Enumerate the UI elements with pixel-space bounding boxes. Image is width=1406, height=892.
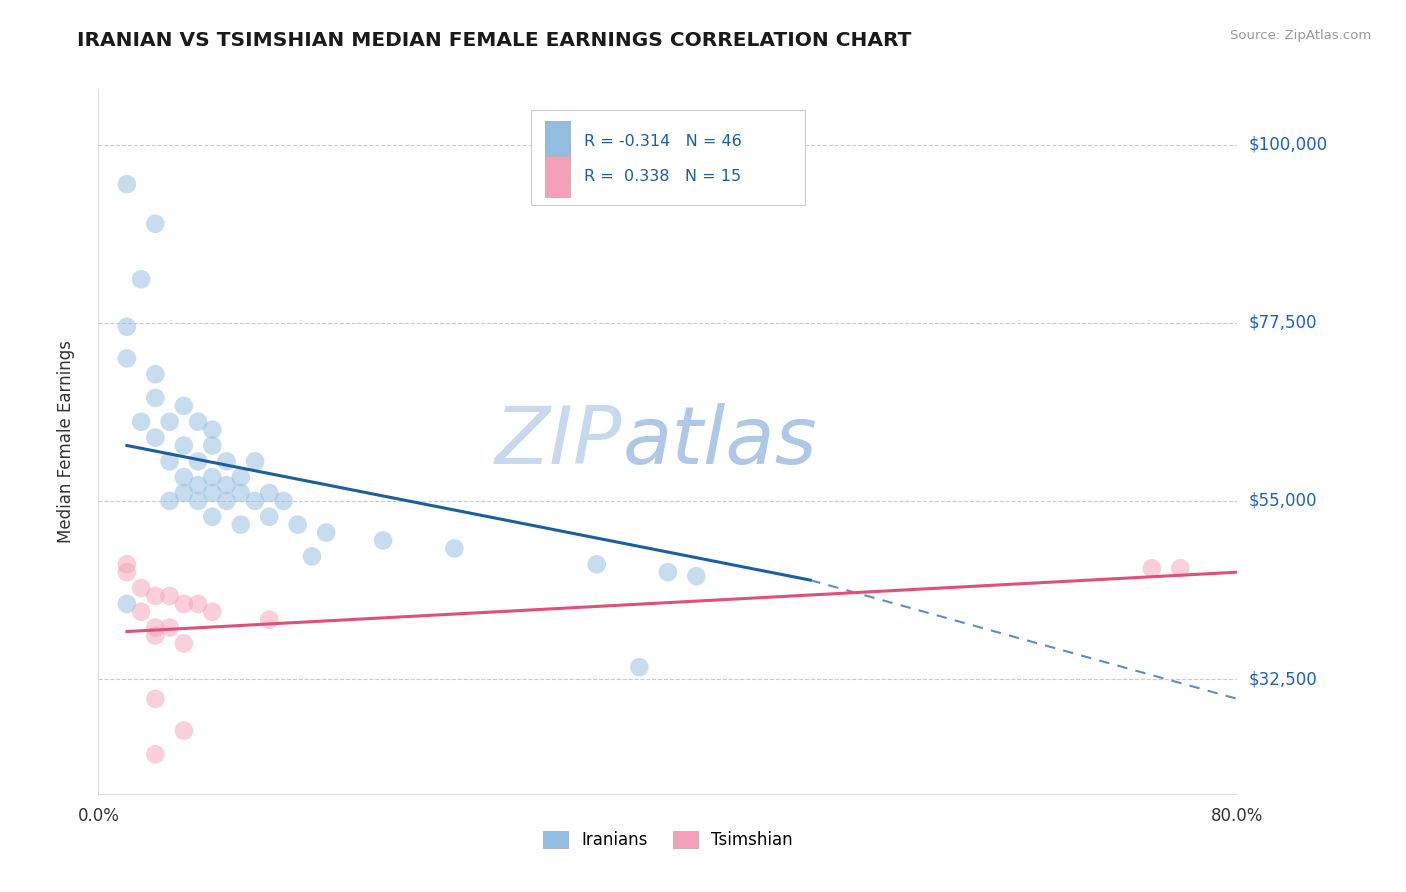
Point xyxy=(145,368,167,382)
Point xyxy=(373,533,395,548)
Point xyxy=(187,494,209,508)
Point xyxy=(129,605,152,619)
Point xyxy=(201,605,224,619)
Point xyxy=(129,415,152,429)
Point xyxy=(173,636,195,650)
Point xyxy=(229,486,252,500)
Point xyxy=(301,549,323,564)
Point xyxy=(443,541,465,556)
Point xyxy=(173,438,195,452)
Point xyxy=(243,454,266,468)
Point xyxy=(159,589,181,603)
Point xyxy=(259,486,281,500)
Point xyxy=(259,613,281,627)
Point xyxy=(215,478,238,492)
Point xyxy=(287,517,309,532)
Bar xyxy=(546,121,569,161)
Point xyxy=(315,525,337,540)
Bar xyxy=(546,156,569,197)
Legend: Iranians, Tsimshian: Iranians, Tsimshian xyxy=(536,824,800,856)
Point xyxy=(145,628,167,642)
Point xyxy=(187,415,209,429)
Point xyxy=(173,399,195,413)
Point xyxy=(201,438,224,452)
Point xyxy=(159,621,181,635)
Text: atlas: atlas xyxy=(623,402,817,481)
Point xyxy=(115,558,138,572)
Point xyxy=(145,217,167,231)
Point xyxy=(173,486,195,500)
Point xyxy=(201,486,224,500)
Text: ZIP: ZIP xyxy=(495,402,623,481)
Point xyxy=(685,569,707,583)
Point xyxy=(229,470,252,484)
Point xyxy=(115,351,138,366)
Point xyxy=(585,558,607,572)
Text: $77,500: $77,500 xyxy=(1249,314,1317,332)
Point xyxy=(145,589,167,603)
Point xyxy=(145,747,167,762)
Point xyxy=(259,509,281,524)
Text: IRANIAN VS TSIMSHIAN MEDIAN FEMALE EARNINGS CORRELATION CHART: IRANIAN VS TSIMSHIAN MEDIAN FEMALE EARNI… xyxy=(77,31,911,50)
Point xyxy=(145,691,167,706)
Point xyxy=(115,565,138,579)
Point xyxy=(243,494,266,508)
Point xyxy=(187,597,209,611)
Point xyxy=(145,431,167,445)
Text: Source: ZipAtlas.com: Source: ZipAtlas.com xyxy=(1230,29,1371,42)
Point xyxy=(215,494,238,508)
Point xyxy=(159,454,181,468)
Point xyxy=(187,478,209,492)
Point xyxy=(187,454,209,468)
Point xyxy=(159,415,181,429)
Point xyxy=(1170,561,1192,575)
Point xyxy=(215,454,238,468)
Point xyxy=(657,565,679,579)
Point xyxy=(115,178,138,192)
Text: $100,000: $100,000 xyxy=(1249,136,1327,153)
Text: $32,500: $32,500 xyxy=(1249,670,1317,688)
Point xyxy=(201,470,224,484)
Text: R = -0.314   N = 46: R = -0.314 N = 46 xyxy=(583,134,741,149)
Point xyxy=(115,319,138,334)
Point xyxy=(145,391,167,405)
Point xyxy=(201,423,224,437)
Text: $55,000: $55,000 xyxy=(1249,491,1317,510)
Point xyxy=(145,621,167,635)
Point xyxy=(173,723,195,738)
Point xyxy=(115,597,138,611)
Point xyxy=(173,470,195,484)
Point xyxy=(129,272,152,286)
Point xyxy=(229,517,252,532)
Point xyxy=(1140,561,1163,575)
Point xyxy=(201,509,224,524)
Text: R =  0.338   N = 15: R = 0.338 N = 15 xyxy=(583,169,741,184)
Y-axis label: Median Female Earnings: Median Female Earnings xyxy=(56,340,75,543)
Point xyxy=(173,597,195,611)
Point xyxy=(628,660,651,674)
Point xyxy=(159,494,181,508)
Point xyxy=(129,581,152,595)
Point xyxy=(273,494,295,508)
FancyBboxPatch shape xyxy=(531,111,804,205)
